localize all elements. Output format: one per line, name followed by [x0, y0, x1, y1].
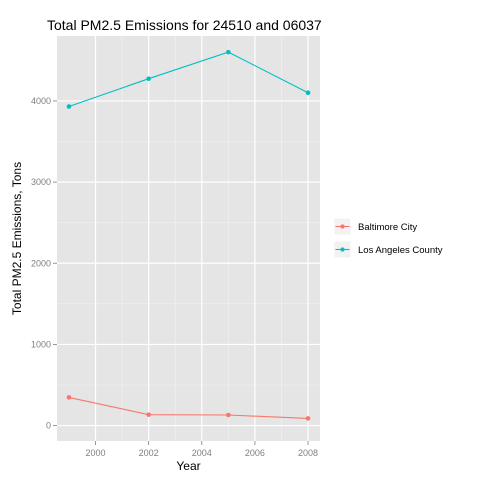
y-axis-title: Total PM2.5 Emissions, Tons — [10, 162, 24, 315]
y-tick-label: 4000 — [31, 96, 51, 106]
data-point — [146, 76, 151, 81]
x-tick-label: 2008 — [298, 448, 318, 458]
data-point — [226, 50, 231, 55]
data-point — [226, 413, 231, 418]
x-axis-title: Year — [176, 459, 200, 473]
y-tick-labels: 0 1000 2000 3000 4000 — [31, 96, 51, 431]
x-tick-label: 2006 — [245, 448, 265, 458]
y-tick-label: 0 — [46, 421, 51, 431]
data-point — [146, 412, 151, 417]
legend-point — [340, 224, 344, 228]
data-point — [67, 104, 72, 109]
legend-label: Los Angeles County — [358, 245, 443, 256]
data-point — [67, 395, 72, 400]
x-tick-label: 2002 — [139, 448, 159, 458]
x-tick-labels: 2000 2002 2004 2006 2008 — [86, 448, 319, 458]
legend-item: Los Angeles County — [334, 241, 443, 258]
y-tick-label: 3000 — [31, 177, 51, 187]
legend-point — [340, 247, 344, 251]
y-tick-label: 2000 — [31, 258, 51, 268]
legend-label: Baltimore City — [358, 222, 417, 233]
chart-title: Total PM2.5 Emissions for 24510 and 0603… — [47, 17, 322, 33]
legend: Baltimore City Los Angeles County — [334, 218, 443, 258]
data-point — [306, 416, 311, 421]
x-tick-label: 2000 — [86, 448, 106, 458]
data-point — [306, 90, 311, 95]
y-tick-label: 1000 — [31, 339, 51, 349]
legend-item: Baltimore City — [334, 218, 417, 235]
x-tick-label: 2004 — [192, 448, 212, 458]
